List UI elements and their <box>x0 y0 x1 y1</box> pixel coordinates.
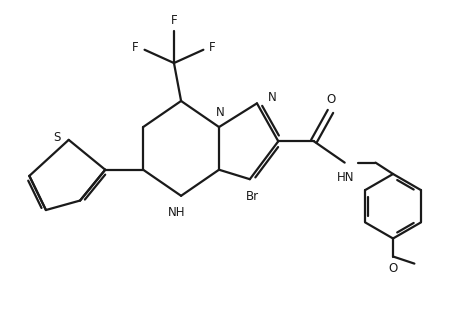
Text: O: O <box>327 93 336 106</box>
Text: NH: NH <box>168 206 185 219</box>
Text: O: O <box>388 262 398 275</box>
Text: F: F <box>209 41 216 54</box>
Text: HN: HN <box>337 171 354 184</box>
Text: N: N <box>267 91 276 104</box>
Text: F: F <box>170 15 177 27</box>
Text: F: F <box>132 41 139 54</box>
Text: S: S <box>53 131 61 144</box>
Text: Br: Br <box>246 190 259 203</box>
Text: N: N <box>216 106 224 119</box>
